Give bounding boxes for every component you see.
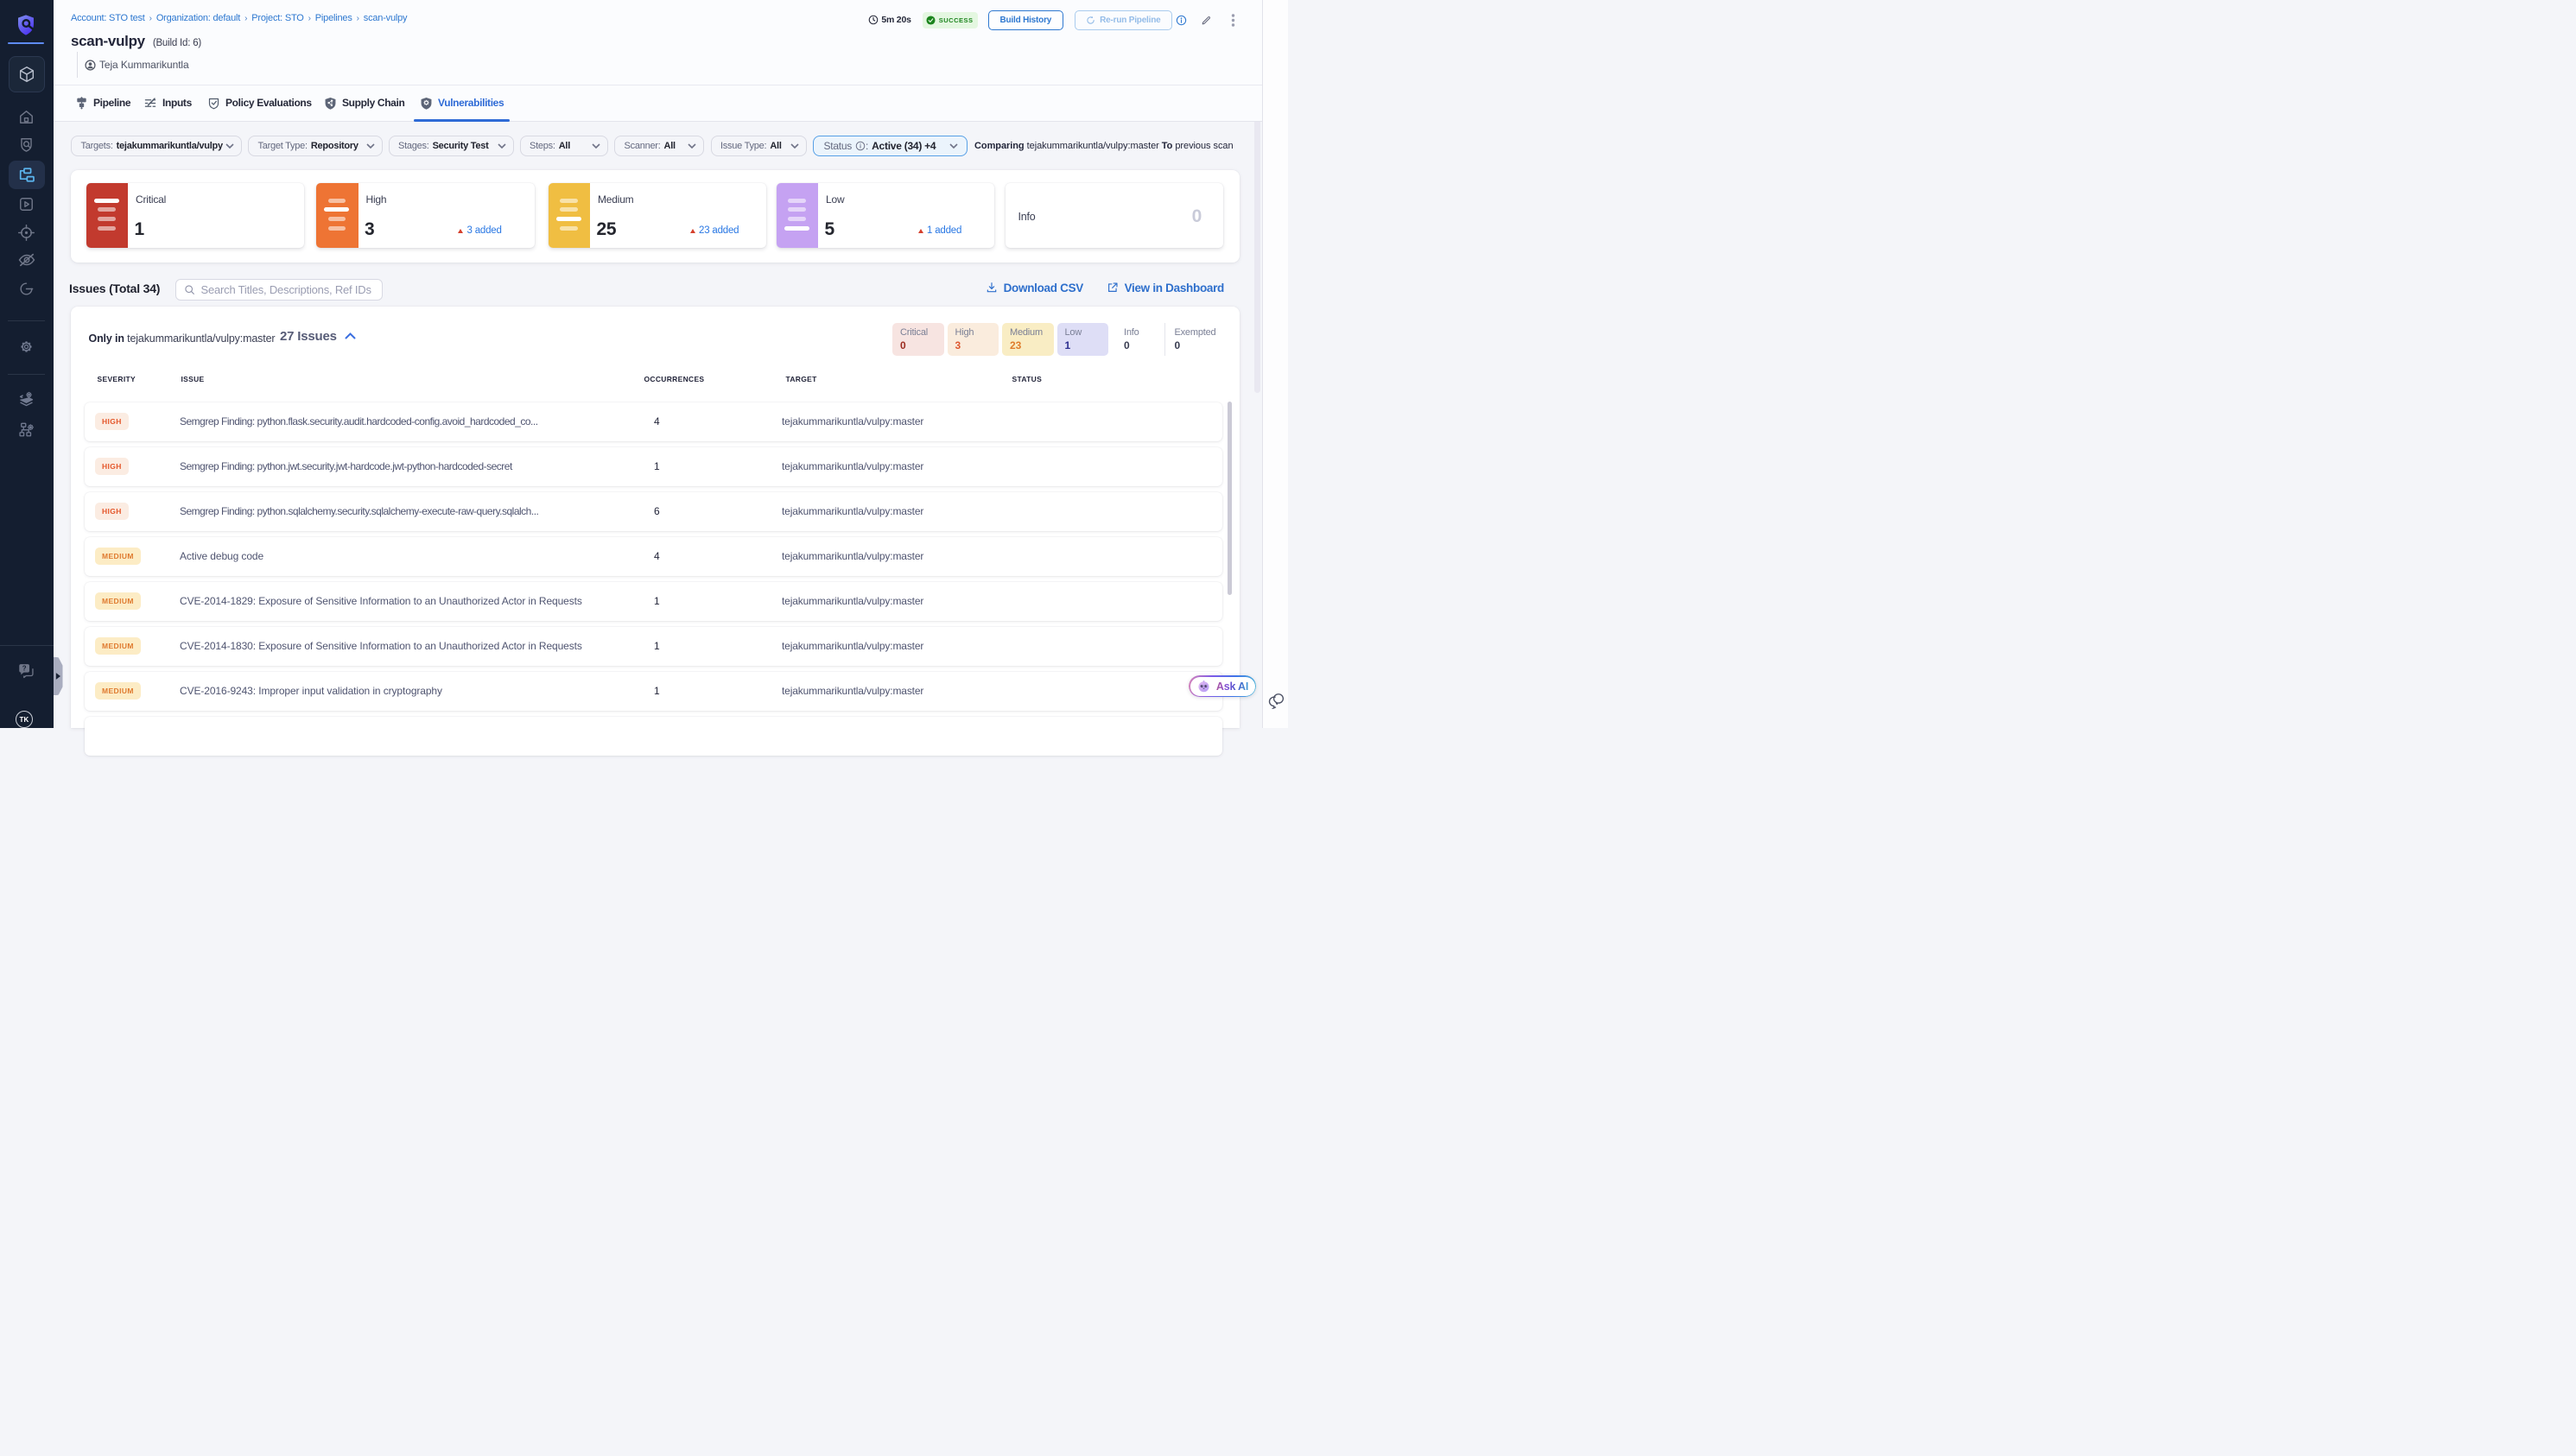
svg-text:?: ? [22, 665, 27, 673]
